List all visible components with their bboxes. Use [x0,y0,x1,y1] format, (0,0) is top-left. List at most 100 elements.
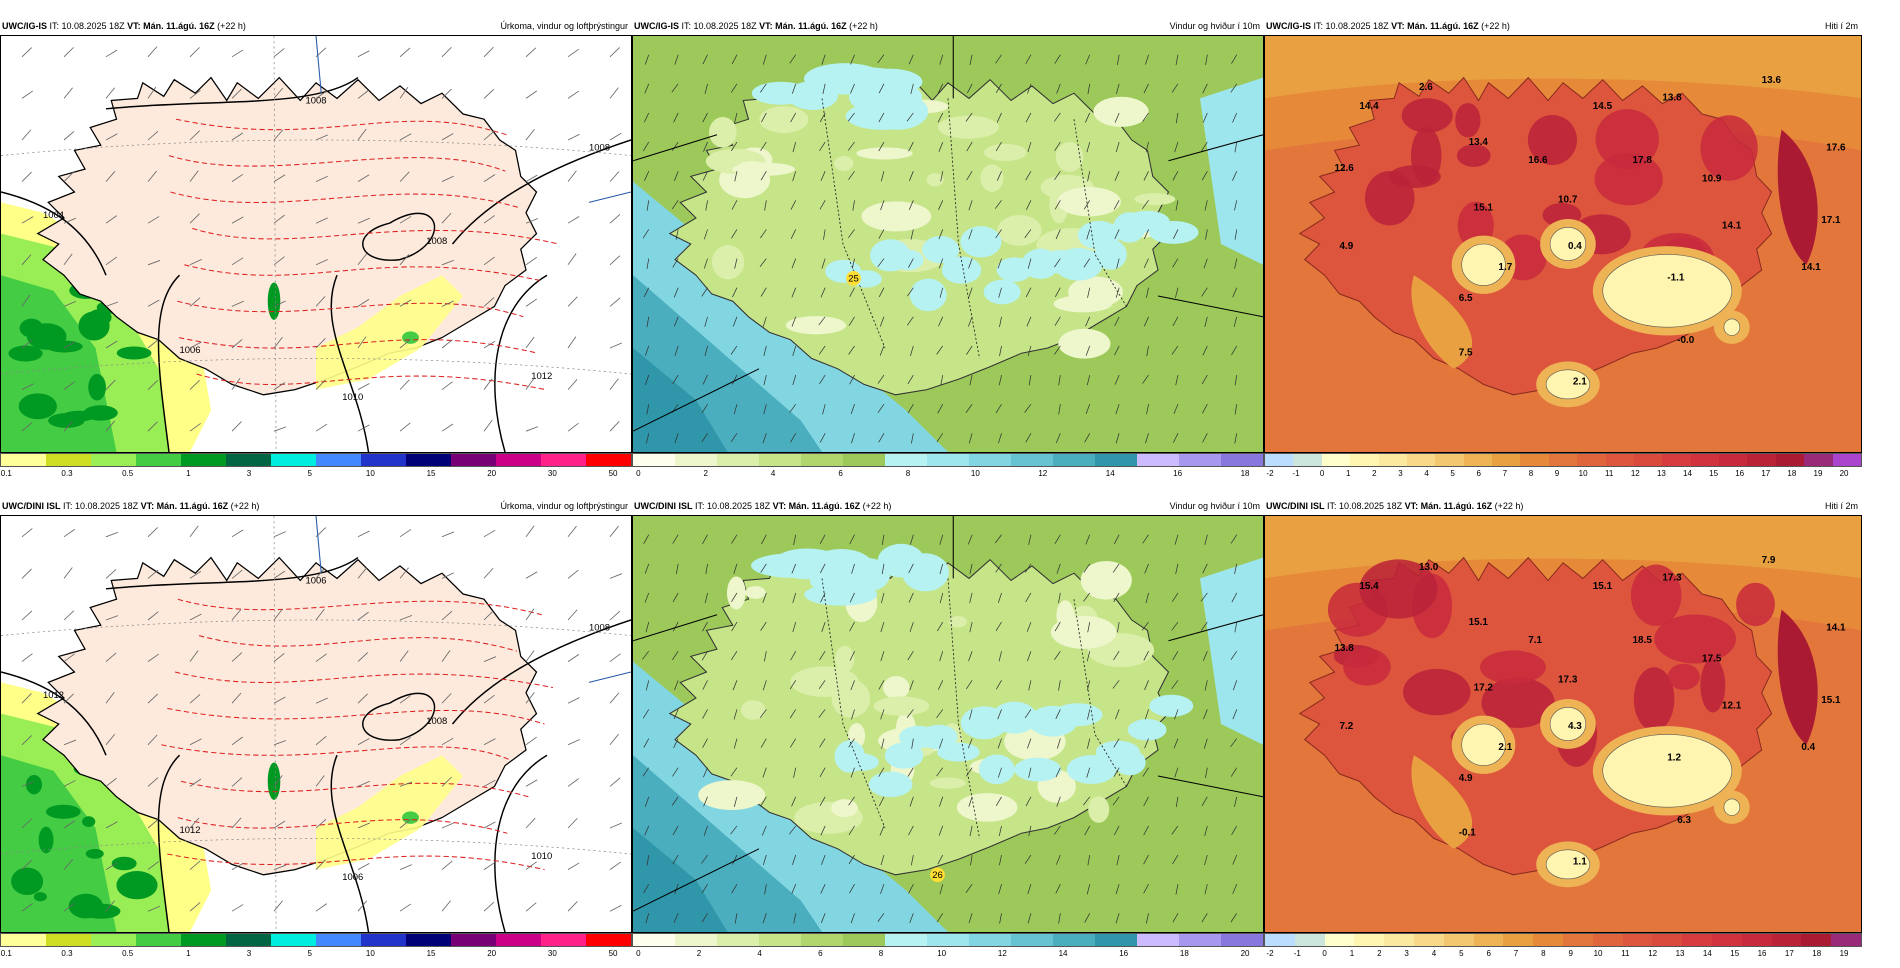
color-swatch [1682,934,1712,946]
temperature-label: 15.4 [1359,581,1379,592]
color-swatch [801,934,843,946]
color-swatch [1520,454,1549,466]
temperature-label: 14.1 [1722,220,1742,231]
init-time: IT: 10.08.2025 18Z [1327,501,1403,511]
color-swatch [1321,454,1351,466]
color-swatch [843,934,885,946]
color-scale [632,453,1264,467]
tick-label: 2 [696,949,702,958]
temperature-label: 10.7 [1558,194,1578,205]
panel-field-title: Hiti í 2m [1824,21,1858,31]
precip-panel-row1: UWC/IG-IS IT: 10.08.2025 18Z VT: Mán. 11… [0,18,632,488]
model-name: UWC/DINI ISL [634,501,693,511]
isobar [105,77,359,110]
temp-panel-row2: UWC/DINI ISL IT: 10.08.2025 18Z VT: Mán.… [1264,498,1862,968]
tick-label: 11 [1605,469,1614,478]
isobar [105,557,359,590]
color-swatch [46,454,91,466]
temperature-label: 17.3 [1662,572,1682,583]
isobar [157,754,181,932]
map-area[interactable]: 7.9 15.4 13.0 15.1 17.3 15.1 7.1 18.5 14.1 13.8 17… [1264,515,1862,933]
color-swatch [136,454,181,466]
temperature-label: 13.0 [1419,562,1439,573]
tick-label: 0.5 [122,949,134,958]
tick-label: 10 [937,949,947,958]
tick-label: 14 [1702,949,1712,958]
panel-field-title: Hiti í 2m [1824,501,1858,511]
color-swatch [1378,454,1407,466]
valid-time-label: VT: [772,501,787,511]
color-swatch [46,934,91,946]
max-wind-label: 25 [848,272,859,283]
color-swatch [675,454,717,466]
map-area[interactable]: 26 [632,515,1264,933]
isobar-label: 1008 [589,621,610,632]
tick-label: 0 [1319,469,1325,478]
color-scale-ticks: -2 -1 0 1 2 3 4 5 6 7 8 9 10 11 12 13 14 15 16 17 18 19 20 [1264,469,1862,481]
color-swatch [1473,934,1504,946]
model-name: UWC/IG-IS [634,21,679,31]
tick-label: 16 [1757,949,1767,958]
color-swatch [1652,934,1683,946]
color-scale-ticks: -2 -1 0 1 2 3 4 5 6 7 8 9 10 11 12 13 14 15 16 17 18 19 [1264,949,1862,961]
valid-time-label: VT: [1391,21,1405,31]
tick-label: 6 [818,949,823,958]
map-area[interactable]: 25 [632,35,1264,453]
color-swatch [136,934,181,946]
color-swatch [1633,454,1663,466]
color-swatch [496,934,541,946]
tick-label: 12 [1038,469,1048,478]
temperature-label: 16.6 [1528,155,1548,166]
temp-map-svg: 13.6 14.4 2.6 14.5 13.8 13.4 16.6 17.8 17.6 12.6 1… [1265,36,1861,452]
temperature-label: 4.9 [1459,773,1473,784]
isobar-label: 1006 [342,871,363,882]
map-area[interactable]: 1006 1008 1006 1010 1012 1012 1008 [0,515,632,933]
map-area[interactable]: 13.6 14.4 2.6 14.5 13.8 13.4 16.6 17.8 17.6 12.6 1… [1264,35,1862,453]
color-swatch [1741,934,1772,946]
isobar-label: 1008 [426,235,447,246]
valid-time: Mán. 11.ágú. 16Z [788,501,861,511]
temperature-label: 12.6 [1335,163,1355,174]
isobar [494,274,548,452]
temperature-label: -1.1 [1667,272,1684,283]
temp-panel-row1: UWC/IG-IS IT: 10.08.2025 18Z VT: Mán. 11… [1264,18,1862,488]
color-swatch [1771,934,1802,946]
color-swatch [1747,454,1776,466]
tick-label: 6 [838,469,843,478]
color-swatch [1324,934,1355,946]
tick-label: 30 [547,469,557,478]
map-area[interactable]: 1008 1008 1010 1012 1004 1006 1008 [0,35,632,453]
lead-time: (+22 h) [230,501,260,511]
temperature-label: 6.3 [1677,815,1691,826]
temperature-label: 15.1 [1593,581,1613,592]
tick-label: 7 [1502,469,1508,478]
tick-label: 15 [426,949,436,958]
tick-label: 3 [1398,469,1403,478]
color-swatch [1831,934,1861,946]
color-swatch [271,454,316,466]
color-swatch [1533,934,1563,946]
tick-label: 19 [1839,949,1849,958]
temperature-label: 17.8 [1633,155,1653,166]
color-swatch [633,454,675,466]
tick-label: 17 [1784,949,1794,958]
tick-label: 1 [186,949,191,958]
tick-label: 50 [608,949,618,958]
panel-field-title: Úrkoma, vindur og loftþrýstingur [500,21,628,31]
temperature-label: 13.8 [1335,643,1355,654]
tick-label: 20 [1839,469,1849,478]
color-scale-ticks: 0.1 0.3 0.5 1 3 5 10 15 20 30 50 [0,949,632,961]
wind-map-svg: 25 [633,36,1263,452]
isobar [451,619,631,725]
temperature-label: 2.1 [1498,742,1512,753]
tick-label: 6 [1486,949,1491,958]
init-time: IT: 10.08.2025 18Z [49,21,125,31]
isobar-label: 1012 [43,689,64,700]
tick-label: 11 [1621,949,1630,958]
isobar-label: 1006 [306,575,327,586]
color-swatch [1443,934,1474,946]
tick-label: 5 [307,469,312,478]
tick-label: 14 [1058,949,1068,958]
color-swatch [1592,934,1623,946]
color-swatch [717,454,759,466]
